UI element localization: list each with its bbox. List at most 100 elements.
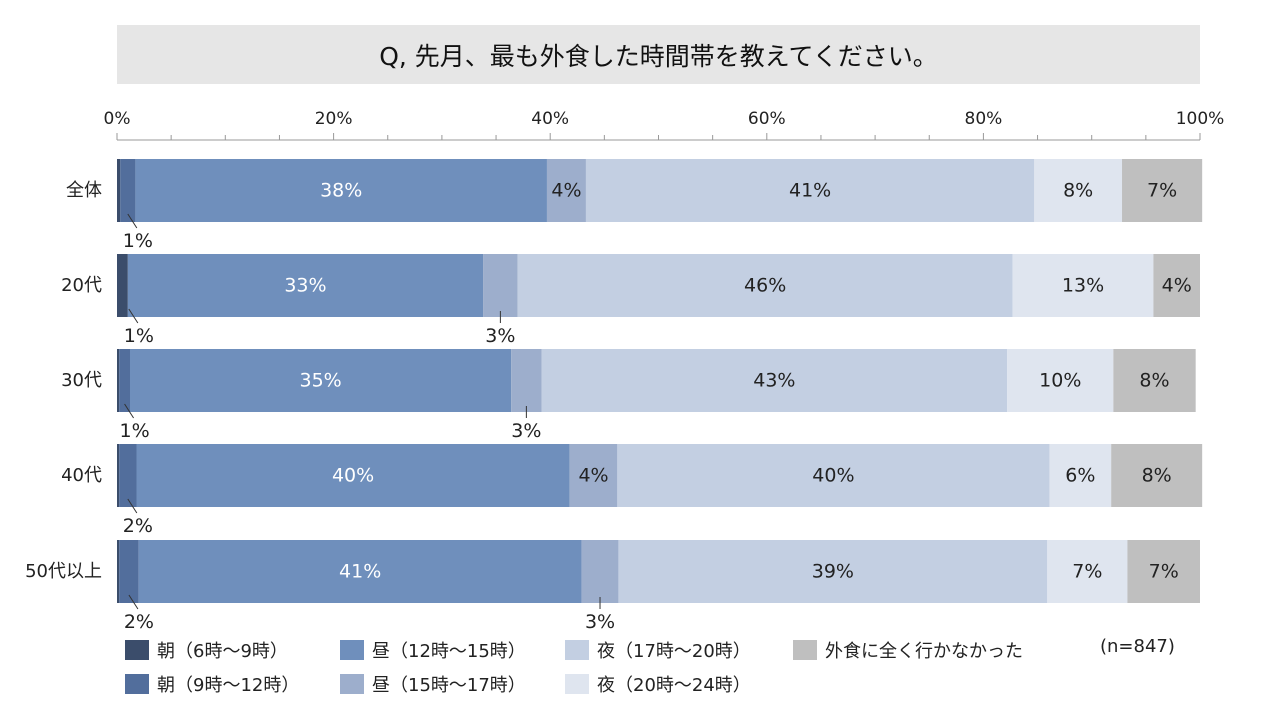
data-label: 1% — [123, 230, 153, 252]
data-label: 3% — [585, 611, 615, 633]
data-label: 41% — [339, 561, 381, 583]
bar-segment — [581, 540, 619, 603]
leader-line — [128, 308, 139, 324]
bar-segment — [1034, 159, 1123, 222]
data-label: 7% — [1072, 561, 1102, 583]
bar-segment — [1113, 349, 1196, 412]
bar-segment — [617, 444, 1050, 507]
chart-legend: 朝（6時～9時） 朝（9時～12時） 昼（12時～15時） 昼（15時～17時） 夜（1… — [125, 637, 1205, 717]
bar-segment — [1111, 444, 1203, 507]
bar-segment — [1127, 540, 1200, 603]
legend-item: 夜（20時～24時） — [565, 671, 751, 697]
data-label: 33% — [284, 275, 326, 297]
bar-segment — [117, 540, 120, 603]
data-label: 35% — [299, 370, 341, 392]
bar-segment — [1047, 540, 1128, 603]
legend-label: 朝（6時～9時） — [157, 641, 288, 662]
chart-title: Q, 先月、最も外食した時間帯を教えてください。 — [117, 25, 1200, 84]
legend-swatch — [565, 674, 589, 694]
data-label: 2% — [123, 515, 153, 537]
data-label: 40% — [812, 465, 854, 487]
bar-segment — [117, 444, 120, 507]
x-tick-label: 40% — [531, 109, 569, 129]
data-label: 13% — [1062, 275, 1104, 297]
bar-segment — [585, 159, 1035, 222]
data-label: 46% — [744, 275, 786, 297]
sample-size-note: (n=847) — [1100, 636, 1175, 657]
legend-label: 朝（9時～12時） — [157, 675, 300, 696]
legend-item: 夜（17時～20時） — [565, 637, 751, 663]
data-label: 7% — [1149, 561, 1179, 583]
data-label: 41% — [789, 180, 831, 202]
legend-item: 昼（12時～15時） — [340, 637, 526, 663]
legend-label: 夜（20時～24時） — [597, 675, 751, 696]
bar-segment — [117, 254, 128, 317]
data-label: 43% — [753, 370, 795, 392]
bar-segment — [119, 444, 137, 507]
legend-label: 昼（15時～17時） — [372, 675, 526, 696]
legend-item: 外食に全く行かなかった — [793, 637, 1023, 663]
category-label: 40代 — [61, 465, 102, 486]
category-label: 50代以上 — [25, 561, 102, 582]
legend-item: 朝（6時～9時） — [125, 637, 288, 663]
category-label: 30代 — [61, 370, 102, 391]
legend-swatch — [125, 674, 149, 694]
data-label: 40% — [332, 465, 374, 487]
x-tick-label: 80% — [965, 109, 1003, 129]
legend-swatch — [565, 640, 589, 660]
data-label: 4% — [578, 465, 608, 487]
leader-line — [128, 594, 139, 610]
legend-item: 昼（15時～17時） — [340, 671, 526, 697]
data-label: 8% — [1063, 180, 1093, 202]
bar-segment — [117, 349, 120, 412]
data-label: 3% — [511, 420, 541, 442]
x-tick-label: 100% — [1176, 109, 1225, 129]
bar-segment — [1153, 254, 1200, 317]
bar-segment — [541, 349, 1008, 412]
legend-label: 昼（12時～15時） — [372, 641, 526, 662]
bar-segment — [119, 349, 130, 412]
data-label: 10% — [1039, 370, 1081, 392]
bar-segment — [136, 444, 570, 507]
data-label: 1% — [120, 420, 150, 442]
legend-swatch — [340, 640, 364, 660]
bar-segment — [1012, 254, 1154, 317]
bar-segment — [569, 444, 618, 507]
x-tick-label: 0% — [104, 109, 131, 129]
bar-segment — [119, 540, 139, 603]
bar-segment — [138, 540, 582, 603]
bar-segment — [1007, 349, 1114, 412]
category-label: 全体 — [66, 180, 102, 201]
bar-segment — [1049, 444, 1112, 507]
legend-swatch — [125, 640, 149, 660]
leader-line — [127, 213, 138, 229]
bar-segment — [517, 254, 1013, 317]
bar-segment — [546, 159, 586, 222]
bar-segment — [127, 254, 484, 317]
data-label: 38% — [320, 180, 362, 202]
legend-label: 外食に全く行かなかった — [825, 641, 1023, 662]
data-label: 7% — [1147, 180, 1177, 202]
bar-segment — [135, 159, 547, 222]
data-label: 4% — [1162, 275, 1192, 297]
leader-line — [127, 498, 138, 514]
bar-segment — [483, 254, 518, 317]
bar-segment — [618, 540, 1048, 603]
bar-segment — [117, 159, 121, 222]
bar-segment — [1122, 159, 1203, 222]
data-label: 4% — [551, 180, 581, 202]
legend-swatch — [340, 674, 364, 694]
data-label: 1% — [124, 325, 154, 347]
category-label: 20代 — [61, 275, 102, 296]
x-tick-label: 20% — [315, 109, 353, 129]
bar-segment — [511, 349, 542, 412]
data-label: 39% — [812, 561, 854, 583]
leader-line — [124, 403, 135, 419]
x-tick-label: 60% — [748, 109, 786, 129]
legend-swatch — [793, 640, 817, 660]
legend-label: 夜（17時～20時） — [597, 641, 751, 662]
data-label: 6% — [1065, 465, 1095, 487]
bar-segment — [129, 349, 512, 412]
data-label: 3% — [485, 325, 515, 347]
